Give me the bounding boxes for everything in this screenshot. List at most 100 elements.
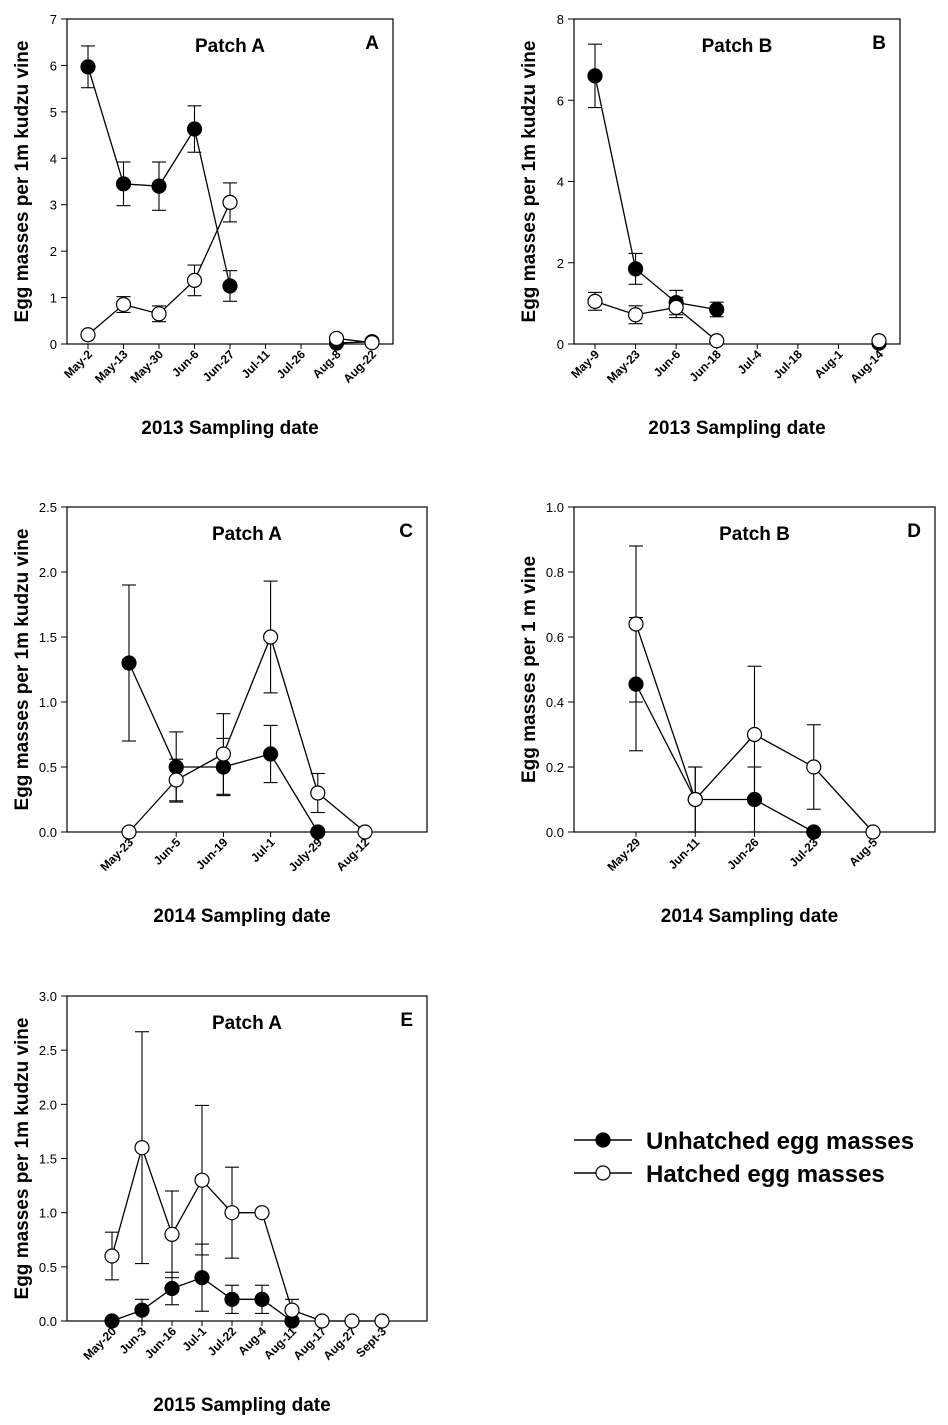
series-hatched (80, 182, 238, 343)
data-point-unhatched (80, 59, 96, 75)
data-point-hatched (164, 1226, 180, 1242)
y-axis-title: Egg masses per 1m kudzu vine (519, 41, 540, 323)
data-point-hatched (104, 1248, 120, 1264)
x-tick-label: Sept-3 (353, 1324, 389, 1360)
series-unhatched (80, 45, 238, 302)
x-tick-label: Aug-27 (320, 1324, 359, 1363)
x-tick-label: Jun-19 (193, 835, 230, 872)
y-tick-label: 0.4 (546, 695, 564, 710)
x-tick-label: July-29 (286, 835, 325, 874)
y-tick-label: 6 (557, 93, 564, 108)
data-point-hatched (374, 1313, 390, 1329)
y-axis-title: Egg masses per 1m kudzu vine (12, 1018, 33, 1300)
y-tick-label: 2 (557, 256, 564, 271)
legend: Unhatched egg masses Hatched egg masses (574, 1128, 914, 1188)
y-tick-label: 6 (50, 58, 57, 73)
data-point-unhatched (310, 824, 326, 840)
data-point-unhatched (194, 1270, 210, 1286)
series-line-hatched (594, 300, 718, 342)
x-tick-label: May-23 (604, 347, 643, 386)
panel-letter: E (400, 1010, 413, 1031)
data-point-unhatched (151, 178, 167, 194)
data-point-unhatched (806, 824, 822, 840)
data-point-hatched (364, 335, 380, 351)
series-hatched (587, 291, 725, 349)
data-point-hatched (224, 1205, 240, 1221)
legend-marker-unhatched (595, 1132, 611, 1148)
data-point-hatched (328, 330, 345, 347)
legend-label-hatched: Hatched egg masses (646, 1161, 885, 1188)
x-tick-label: May-9 (568, 347, 602, 381)
y-tick-label: 1.0 (546, 500, 564, 515)
x-tick-label: Aug-12 (333, 835, 372, 874)
y-tick-label: 0.6 (546, 630, 564, 645)
y-tick-label: 2.0 (39, 565, 57, 580)
series-unhatched (587, 43, 725, 318)
data-point-unhatched (254, 1291, 270, 1307)
data-point-unhatched (164, 1280, 180, 1297)
plot-frame (573, 18, 901, 345)
x-tick-label: May-30 (127, 347, 166, 386)
data-point-unhatched (587, 68, 603, 84)
data-point-hatched (687, 791, 703, 808)
panel-title: Patch B (702, 36, 773, 57)
plot-frame (66, 995, 428, 1322)
series-hatched (628, 545, 881, 840)
y-tick-label: 0.0 (546, 825, 564, 840)
x-tick-label: May-23 (97, 835, 136, 874)
panel-title: Patch A (212, 524, 282, 545)
data-point-hatched (357, 824, 373, 840)
y-tick-label: 0 (50, 337, 57, 352)
series-line-unhatched (594, 75, 717, 311)
x-tick-label: Jul-4 (735, 347, 765, 377)
x-tick-label: Jul-1 (248, 835, 278, 865)
x-tick-label: Jun-26 (724, 835, 761, 872)
x-axis-title: 2014 Sampling date (153, 906, 330, 927)
series-hatched (871, 333, 887, 349)
panel-title: Patch A (212, 1013, 282, 1034)
data-point-hatched (310, 785, 326, 801)
data-point-hatched (627, 307, 644, 323)
x-tick-label: Jul-18 (771, 347, 806, 382)
panel-letter: D (907, 521, 921, 542)
data-point-hatched (709, 333, 725, 349)
data-point-hatched (194, 1172, 210, 1188)
data-point-unhatched (186, 121, 203, 137)
data-point-hatched (344, 1313, 360, 1329)
data-point-hatched (151, 306, 167, 322)
series-unhatched (628, 616, 822, 840)
y-tick-label: 1.0 (39, 695, 57, 710)
x-tick-label: Aug-22 (340, 347, 379, 386)
series-line-hatched (111, 1145, 382, 1322)
series-line-unhatched (635, 683, 815, 833)
data-point-hatched (121, 824, 137, 840)
x-tick-label: May-29 (604, 835, 643, 874)
data-point-hatched (587, 293, 603, 309)
data-point-hatched (80, 327, 96, 343)
y-tick-label: 2 (50, 244, 57, 259)
y-tick-label: 0.5 (39, 760, 57, 775)
panel-letter: A (365, 33, 379, 54)
x-tick-label: Jun-18 (687, 347, 724, 384)
data-point-unhatched (222, 278, 238, 294)
panel-title: Patch A (195, 36, 265, 57)
data-point-hatched (314, 1313, 330, 1329)
data-point-unhatched (134, 1302, 150, 1318)
x-tick-label: Jun-6 (169, 347, 202, 380)
data-point-hatched (186, 272, 203, 288)
x-axis-title: 2013 Sampling date (648, 418, 825, 439)
x-tick-label: Jun-11 (666, 835, 703, 872)
legend-label-unhatched: Unhatched egg masses (646, 1128, 914, 1155)
y-tick-label: 8 (557, 12, 564, 27)
y-tick-label: 1.0 (39, 1206, 57, 1221)
x-tick-label: May-2 (61, 347, 95, 381)
series-unhatched (104, 1243, 300, 1329)
y-tick-label: 3 (50, 198, 57, 213)
panel-c: 0.0 0.5 1.0 1.5 2.0 2.5 May-23 Jun-5 Jun-19 Jul-1… (12, 500, 428, 927)
data-point-hatched (628, 616, 644, 632)
x-tick-label: Jul-22 (205, 1324, 240, 1359)
x-tick-label: Jun-6 (651, 347, 684, 380)
